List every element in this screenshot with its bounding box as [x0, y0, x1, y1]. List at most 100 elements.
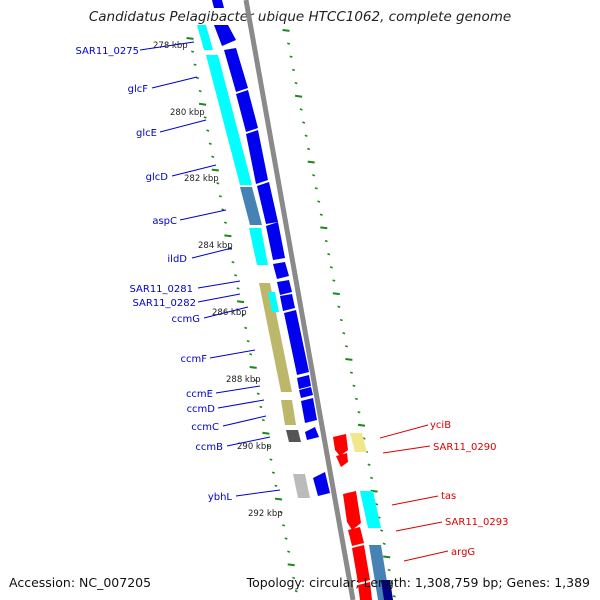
minor-tick	[357, 410, 361, 414]
minor-tick	[282, 524, 286, 527]
gene-arrow[interactable]	[301, 398, 317, 423]
gene-label[interactable]: SAR11_0275	[76, 46, 140, 57]
minor-tick	[332, 279, 336, 282]
gene-label[interactable]: glcE	[136, 128, 157, 139]
gene-arrow[interactable]	[297, 375, 311, 389]
minor-tick	[234, 274, 238, 277]
minor-tick	[249, 353, 253, 356]
minor-tick	[196, 76, 200, 80]
tick-label: 286 kbp	[212, 308, 247, 318]
cog-block[interactable]	[281, 400, 296, 425]
minor-tick	[256, 392, 260, 395]
major-tick	[307, 160, 315, 164]
minor-tick	[344, 345, 348, 348]
gene-label[interactable]: aspC	[152, 216, 177, 227]
tick-label: 292 kbp	[248, 509, 283, 519]
gene-arrow[interactable]	[277, 280, 292, 295]
gene-label[interactable]: ccmB	[195, 442, 223, 453]
minor-tick	[312, 174, 316, 177]
gene-arrow[interactable]	[266, 222, 285, 260]
gene-arrow[interactable]	[333, 434, 348, 456]
cog-block[interactable]	[286, 430, 301, 442]
gene-arrow[interactable]	[343, 491, 361, 530]
gene-label[interactable]: glcF	[128, 84, 149, 95]
gene-arrow[interactable]	[299, 387, 313, 398]
leader-lines-right	[379, 424, 449, 562]
major-tick	[274, 497, 283, 501]
minor-tick	[314, 187, 318, 190]
gene-label[interactable]: SAR11_0290	[433, 442, 497, 453]
minor-tick	[223, 221, 227, 224]
cog-block[interactable]	[259, 283, 292, 392]
gene-label[interactable]: argG	[451, 547, 475, 558]
minor-tick	[390, 582, 394, 585]
gene-arrow[interactable]	[280, 294, 295, 311]
gene-label[interactable]: ccmD	[187, 404, 216, 415]
major-tick	[287, 563, 295, 567]
minor-tick	[211, 155, 215, 159]
gene-label[interactable]: SAR11_0281	[130, 284, 194, 295]
gene-arrow[interactable]	[236, 90, 258, 132]
tick-label: 290 kbp	[237, 442, 272, 452]
gene-arrow[interactable]	[257, 182, 278, 224]
minor-tick	[387, 568, 391, 572]
minor-tick	[370, 476, 374, 480]
minor-tick	[349, 371, 353, 374]
topology-summary: Topology: circular; Length: 1,308,759 bp…	[246, 575, 590, 590]
minor-tick	[317, 200, 321, 203]
cog-block[interactable]	[249, 228, 268, 265]
gene-label[interactable]: glcD	[146, 172, 169, 183]
cog-block[interactable]	[268, 292, 279, 312]
minor-tick	[269, 458, 273, 461]
minor-tick	[259, 405, 263, 409]
gene-arrow[interactable]	[352, 545, 370, 583]
gene-label[interactable]: ybhL	[208, 492, 233, 503]
tick-label: 288 kbp	[226, 375, 261, 385]
gene-label[interactable]: ccmF	[181, 354, 208, 365]
cog-block[interactable]	[293, 474, 310, 498]
major-tick	[345, 358, 353, 361]
minor-tick	[254, 379, 258, 382]
minor-tick	[289, 55, 293, 58]
gene-label[interactable]: tas	[441, 491, 456, 502]
gene-arrow[interactable]	[246, 130, 268, 184]
minor-tick	[302, 121, 306, 124]
gene-arrow[interactable]	[358, 582, 372, 600]
gene-label[interactable]: yciB	[430, 420, 451, 431]
gene-arrow[interactable]	[284, 310, 309, 375]
gene-arrow[interactable]	[305, 427, 319, 440]
gene-arrow[interactable]	[348, 527, 364, 546]
gene-arrow[interactable]	[313, 472, 330, 496]
gene-label[interactable]: ccmG	[172, 314, 201, 325]
minor-tick	[206, 129, 210, 132]
minor-tick	[294, 589, 298, 593]
gene-arrow[interactable]	[212, 0, 224, 8]
cog-block[interactable]	[381, 580, 393, 600]
gene-arrow[interactable]	[336, 453, 348, 467]
cog-block[interactable]	[197, 25, 213, 50]
minor-tick	[380, 529, 384, 532]
gene-label[interactable]: SAR11_0293	[445, 517, 509, 528]
minor-tick	[287, 550, 291, 553]
major-tick	[332, 292, 340, 296]
minor-tick	[221, 208, 225, 211]
gene-label[interactable]: ildD	[167, 254, 187, 265]
gene-label[interactable]: SAR11_0282	[133, 298, 197, 309]
minor-tick	[244, 326, 248, 330]
gene-arrow[interactable]	[214, 25, 236, 46]
minor-tick	[337, 305, 341, 309]
gene-label[interactable]: ccmC	[191, 422, 219, 433]
cog-block[interactable]	[350, 433, 367, 452]
gene-label[interactable]: ccmE	[186, 389, 213, 400]
cog-block[interactable]	[240, 187, 262, 225]
gene-arrow[interactable]	[224, 48, 248, 92]
minor-tick	[218, 195, 222, 198]
major-tick	[320, 226, 328, 230]
minor-tick	[339, 318, 343, 322]
cog-block[interactable]	[360, 491, 381, 528]
cog-block[interactable]	[206, 55, 252, 185]
minor-tick	[307, 147, 311, 151]
gene-arrow[interactable]	[273, 262, 289, 279]
minor-tick	[329, 266, 333, 269]
